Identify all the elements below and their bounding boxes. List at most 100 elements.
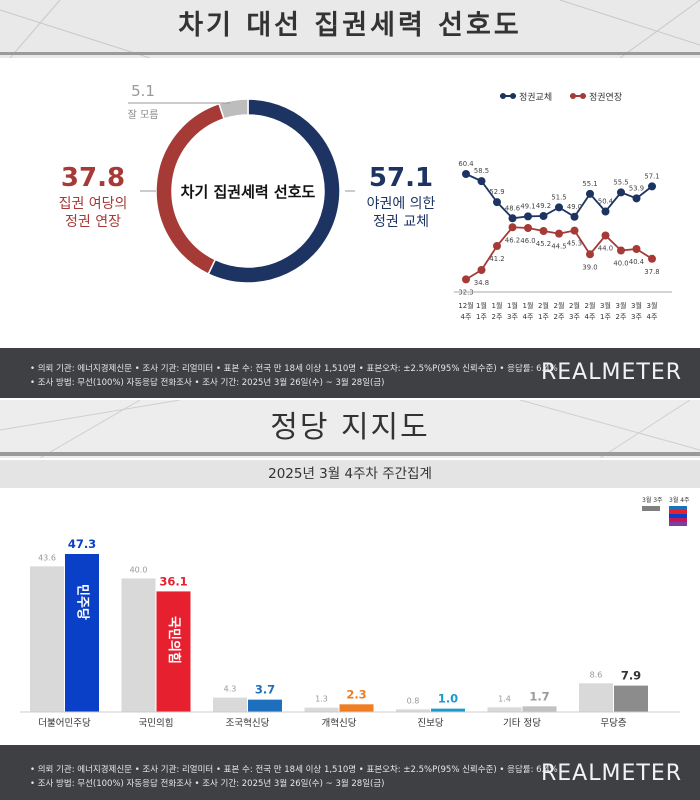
footer-line-2: • 조사 방법: 무선(100%) 자동응답 전화조사 • 조사 기간: 202… <box>30 779 385 789</box>
data-label-1-4: 46.0 <box>520 237 535 245</box>
point-1-10 <box>617 246 625 255</box>
x-tick-label-month: 3월 <box>616 301 627 310</box>
x-tick-label-6: 무당층 <box>600 718 626 729</box>
data-label-1-11: 40.4 <box>629 258 644 266</box>
x-tick-label-month: 3월 <box>647 301 658 310</box>
point-0-2 <box>493 198 501 207</box>
point-1-0 <box>462 275 470 284</box>
legend-label-1: 정권연장 <box>589 91 622 103</box>
x-tick-label-week: 3주 <box>569 313 580 321</box>
header-divider <box>0 52 700 55</box>
x-tick-label-week: 4주 <box>647 313 658 321</box>
x-tick-label-month: 3월 <box>600 301 611 310</box>
x-tick-label-week: 4주 <box>585 313 596 321</box>
x-tick-label-week: 4주 <box>523 313 534 321</box>
x-tick-label-week: 1주 <box>600 313 611 321</box>
data-label-1-5: 45.2 <box>536 240 551 248</box>
data-label-0-10: 55.5 <box>613 178 628 186</box>
x-tick-label-3: 개혁신당 <box>322 718 357 729</box>
bottom-header-bar <box>0 400 700 458</box>
value-label-prev-6: 8.6 <box>590 670 603 679</box>
x-tick-label-month: 12월 <box>458 301 473 310</box>
x-tick-label-week: 1주 <box>538 313 549 321</box>
point-1-6 <box>555 229 563 238</box>
value-label-prev-2: 4.3 <box>224 685 237 694</box>
bar-chart: 3월 3주 3월 4주 43.6 47.3 더불어민주당 40.0 36.1 국민의힘 4.3 3… <box>20 496 690 729</box>
bar-cur-1 <box>156 591 191 712</box>
top-title: 차기 대선 집권세력 선호도 <box>178 10 522 41</box>
point-1-7 <box>570 226 579 235</box>
x-tick-label-month: 2월 <box>538 301 549 310</box>
point-0-6 <box>555 203 563 212</box>
bar-prev-2 <box>213 697 247 712</box>
value-label-cur-6: 7.9 <box>621 669 641 683</box>
legend-swatch-cur <box>669 510 687 514</box>
bottom-footer: • 의뢰 기관: 에너지경제신문 • 조사 기관: 리얼미터 • 표본 수: 전… <box>0 745 700 800</box>
footer-line-2: • 조사 방법: 무선(100%) 자동응답 전화조사 • 조사 기간: 202… <box>30 378 385 388</box>
bar-prev-5 <box>487 707 522 712</box>
x-tick-label-1: 국민의힘 <box>139 718 174 729</box>
data-label-0-5: 49.2 <box>536 202 551 210</box>
value-label-prev-1: 40.0 <box>130 565 148 574</box>
bar-prev-0 <box>30 566 64 712</box>
legend-swatch-cur <box>669 522 687 526</box>
legend-label-prev: 3월 3주 <box>642 496 663 504</box>
point-0-11 <box>632 194 641 203</box>
legend-marker-0 <box>500 93 506 99</box>
bar-prev-6 <box>579 683 613 712</box>
data-label-1-1: 34.8 <box>474 279 489 287</box>
x-tick-label-week: 3주 <box>507 313 518 321</box>
data-label-0-8: 55.1 <box>582 180 597 188</box>
point-1-4 <box>524 224 532 232</box>
data-label-1-8: 39.0 <box>582 263 597 271</box>
slice-value-extend: 37.8 <box>61 163 125 193</box>
value-label-cur-1: 36.1 <box>159 574 187 588</box>
x-tick-label-month: 2월 <box>569 301 580 310</box>
slice-label-extend-2: 정권 연장 <box>65 214 121 230</box>
x-tick-label-2: 조국혁신당 <box>226 718 270 729</box>
point-0-3 <box>508 214 517 223</box>
data-label-1-12: 37.8 <box>644 268 659 276</box>
bar-party-logo-0: 민주당 <box>75 584 91 620</box>
x-tick-label-week: 3주 <box>631 313 642 321</box>
slice-label-unknown: 잘 모름 <box>128 109 159 121</box>
point-0-8 <box>586 189 594 198</box>
point-1-9 <box>601 231 610 240</box>
point-1-11 <box>632 245 641 253</box>
x-tick-label-5: 기타 정당 <box>503 718 541 729</box>
data-label-0-2: 52.9 <box>489 188 504 196</box>
top-footer: • 의뢰 기관: 에너지경제신문 • 조사 기관: 리얼미터 • 표본 수: 전… <box>0 348 700 398</box>
point-1-8 <box>586 250 594 259</box>
value-label-cur-3: 2.3 <box>346 687 366 701</box>
data-label-1-9: 44.0 <box>598 245 613 253</box>
footer-line-1: • 의뢰 기관: 에너지경제신문 • 조사 기관: 리얼미터 • 표본 수: 전… <box>30 364 558 374</box>
chart-subtitle: 2025년 3월 4주차 주간집계 <box>268 466 432 482</box>
legend-swatch-cur <box>669 514 687 518</box>
bar-prev-4 <box>396 709 430 712</box>
point-1-2 <box>493 242 501 250</box>
bar-cur-5 <box>522 706 557 712</box>
value-label-cur-4: 1.0 <box>438 692 458 706</box>
data-label-0-1: 58.5 <box>474 167 489 175</box>
data-label-0-4: 49.1 <box>520 202 535 210</box>
legend-swatch-cur <box>669 506 687 510</box>
bar-party-logo-1: 국민의힘 <box>166 616 182 664</box>
data-label-0-11: 53.9 <box>629 184 644 192</box>
x-tick-label-month: 1월 <box>523 301 534 310</box>
point-0-0 <box>462 170 470 178</box>
x-tick-label-week: 2주 <box>492 313 503 321</box>
x-tick-label-week: 2주 <box>616 313 627 321</box>
legend-label-0: 정권교체 <box>519 91 552 103</box>
data-label-0-6: 51.5 <box>551 193 566 201</box>
value-label-prev-5: 1.4 <box>498 694 511 703</box>
x-tick-label-4: 진보당 <box>417 718 443 729</box>
point-0-4 <box>524 212 532 221</box>
value-label-prev-3: 1.3 <box>315 695 328 704</box>
bar-cur-6 <box>614 685 648 712</box>
value-label-cur-2: 3.7 <box>255 683 275 697</box>
legend-swatch-cur <box>669 518 687 522</box>
bar-cur-0 <box>65 554 99 712</box>
data-label-0-0: 60.4 <box>458 160 473 168</box>
point-1-3 <box>508 223 517 232</box>
data-label-1-7: 45.3 <box>567 240 582 248</box>
